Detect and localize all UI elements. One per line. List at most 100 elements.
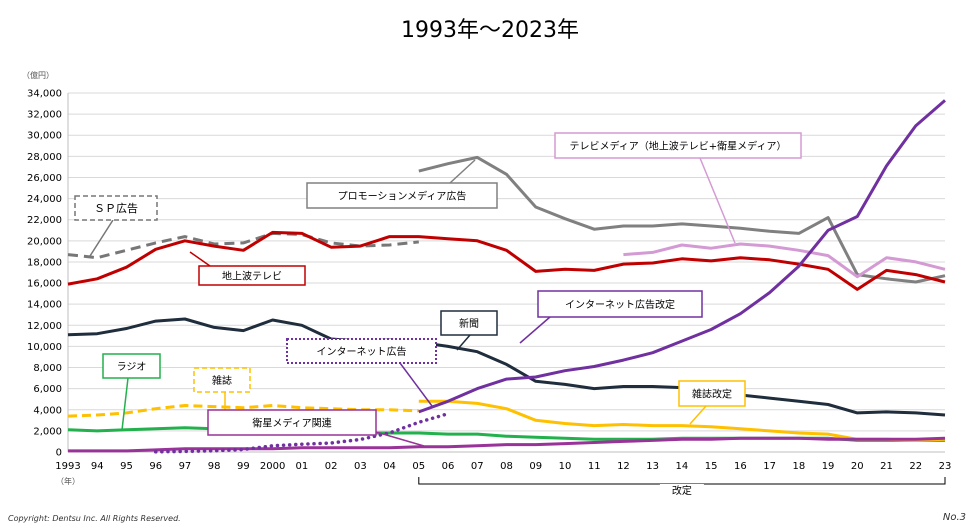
x-tick-label: 19 — [822, 461, 835, 472]
x-tick-label: 15 — [705, 461, 718, 472]
x-tick-label: 16 — [734, 461, 747, 472]
axes: 0 2,000 4,000 6,000 8,000 10,000 12,000 14,000 1… — [22, 70, 951, 497]
x-tick-label: 94 — [91, 461, 104, 472]
x-tick-label: 23 — [939, 461, 952, 472]
x-tick-label: 12 — [617, 461, 630, 472]
x-tick-label: 10 — [559, 461, 572, 472]
callout-box-radio — [102, 353, 161, 379]
series-line-promotion — [418, 155, 946, 284]
callout-box-terrestrial_tv — [198, 265, 306, 286]
callout-leader-sp — [89, 219, 114, 257]
x-tick-label: 2000 — [260, 461, 285, 472]
callout-box-tv_media — [554, 132, 802, 159]
callout-leader-satellite — [375, 431, 425, 447]
x-tick-label: 98 — [208, 461, 221, 472]
y-tick-label: 4,000 — [33, 405, 62, 416]
callout-label-terrestrial_tv: 地上波テレビ — [222, 270, 282, 283]
callout-leader-radio — [121, 377, 129, 431]
series-line-magazine_old — [67, 404, 419, 418]
series-line-satellite — [68, 436, 946, 453]
x-tick-label: 22 — [909, 461, 922, 472]
y-tick-label: 2,000 — [33, 426, 62, 437]
y-tick-label: 28,000 — [27, 152, 62, 163]
x-tick-label: 97 — [179, 461, 192, 472]
x-tick-label: 96 — [149, 461, 162, 472]
series-line-tv_media — [623, 242, 946, 279]
series-line-newspaper — [67, 317, 946, 417]
callout-box-internet_new — [537, 290, 703, 318]
callout-label-newspaper: 新聞 — [459, 317, 479, 330]
x-tick-label: 02 — [325, 461, 338, 472]
callout-leader-newspaper — [456, 334, 471, 351]
y-tick-label: 6,000 — [33, 384, 62, 395]
callout-label-radio: ラジオ — [117, 361, 147, 373]
x-tick-label: 03 — [354, 461, 367, 472]
y-tick-label: 14,000 — [27, 300, 62, 311]
chart-title: 1993年～2023年 — [401, 18, 579, 43]
callout-box-newspaper — [440, 310, 498, 336]
series-line-internet_old — [153, 411, 450, 454]
x-tick-label: 18 — [792, 461, 805, 472]
callout-label-internet_old: インターネット広告 — [317, 345, 407, 358]
x-tick-label: 21 — [880, 461, 893, 472]
y-tick-label: 20,000 — [27, 236, 62, 247]
x-tick-label: 09 — [529, 461, 542, 472]
y-tick-label: 10,000 — [27, 342, 62, 353]
x-tick-label: 01 — [295, 461, 308, 472]
revision-label-bg — [659, 484, 704, 496]
x-tick-label: 05 — [412, 461, 425, 472]
x-tick-label: 06 — [442, 461, 455, 472]
x-axis-unit: （年） — [56, 476, 80, 486]
y-tick-label: 26,000 — [27, 173, 62, 184]
x-tick-label: 95 — [120, 461, 133, 472]
callout-box-sp — [74, 195, 158, 221]
callout-box-magazine_old — [193, 367, 251, 393]
y-tick-label: 22,000 — [27, 215, 62, 226]
x-tick-label: 17 — [763, 461, 776, 472]
y-tick-label: 8,000 — [33, 363, 62, 374]
callout-leader-magazine_new — [689, 405, 707, 425]
callout-box-promotion — [306, 182, 498, 209]
series-line-sp — [67, 231, 419, 260]
series-lines — [67, 99, 946, 454]
callout-label-magazine_new: 雑誌改定 — [692, 388, 732, 401]
y-tick-label: 12,000 — [27, 321, 62, 332]
callout-label-satellite: 衛星メディア関連 — [252, 417, 331, 430]
y-tick-label: 30,000 — [27, 131, 62, 142]
copyright-text: Copyright: Dentsu Inc. All Rights Reserv… — [8, 514, 181, 523]
callout-label-magazine_old: 雑誌 — [212, 374, 232, 387]
y-tick-label: 34,000 — [27, 89, 62, 100]
callout-box-internet_old — [286, 338, 437, 364]
y-tick-label: 32,000 — [27, 110, 62, 121]
callout-leader-promotion — [449, 159, 476, 184]
callout-leader-tv_media — [699, 157, 736, 244]
x-tick-label: 07 — [471, 461, 484, 472]
callout-label-promotion: プロモーションメディア広告 — [338, 190, 467, 203]
x-tick-label: 13 — [646, 461, 659, 472]
revision-label: 改定 — [672, 484, 692, 497]
x-tick-label: 1993 — [55, 461, 80, 472]
callout-label-sp: ＳＰ広告 — [94, 202, 138, 215]
y-tick-label: 0 — [56, 448, 62, 459]
x-tick-label: 20 — [851, 461, 864, 472]
callout-leader-internet_new — [519, 316, 551, 344]
x-tick-label: 08 — [500, 461, 513, 472]
x-tick-label: 04 — [383, 461, 396, 472]
y-tick-label: 18,000 — [27, 257, 62, 268]
callout-label-internet_new: インターネット広告改定 — [565, 298, 675, 311]
y-tick-label: 24,000 — [27, 194, 62, 205]
x-tick-label: 14 — [676, 461, 689, 472]
callout-box-satellite — [207, 409, 377, 436]
callout-label-tv_media: テレビメディア（地上波テレビ+衛星メディア） — [570, 140, 787, 153]
series-line-internet_new — [418, 99, 946, 414]
x-tick-label: 99 — [237, 461, 250, 472]
callout-leader-terrestrial_tv — [189, 251, 211, 267]
callout-leader-internet_old — [399, 362, 433, 407]
y-tick-label: 16,000 — [27, 279, 62, 290]
y-axis-unit: （億円） — [22, 70, 54, 80]
revision-bracket — [418, 477, 946, 485]
callout-box-magazine_new — [678, 380, 746, 407]
x-tick-label: 11 — [588, 461, 601, 472]
